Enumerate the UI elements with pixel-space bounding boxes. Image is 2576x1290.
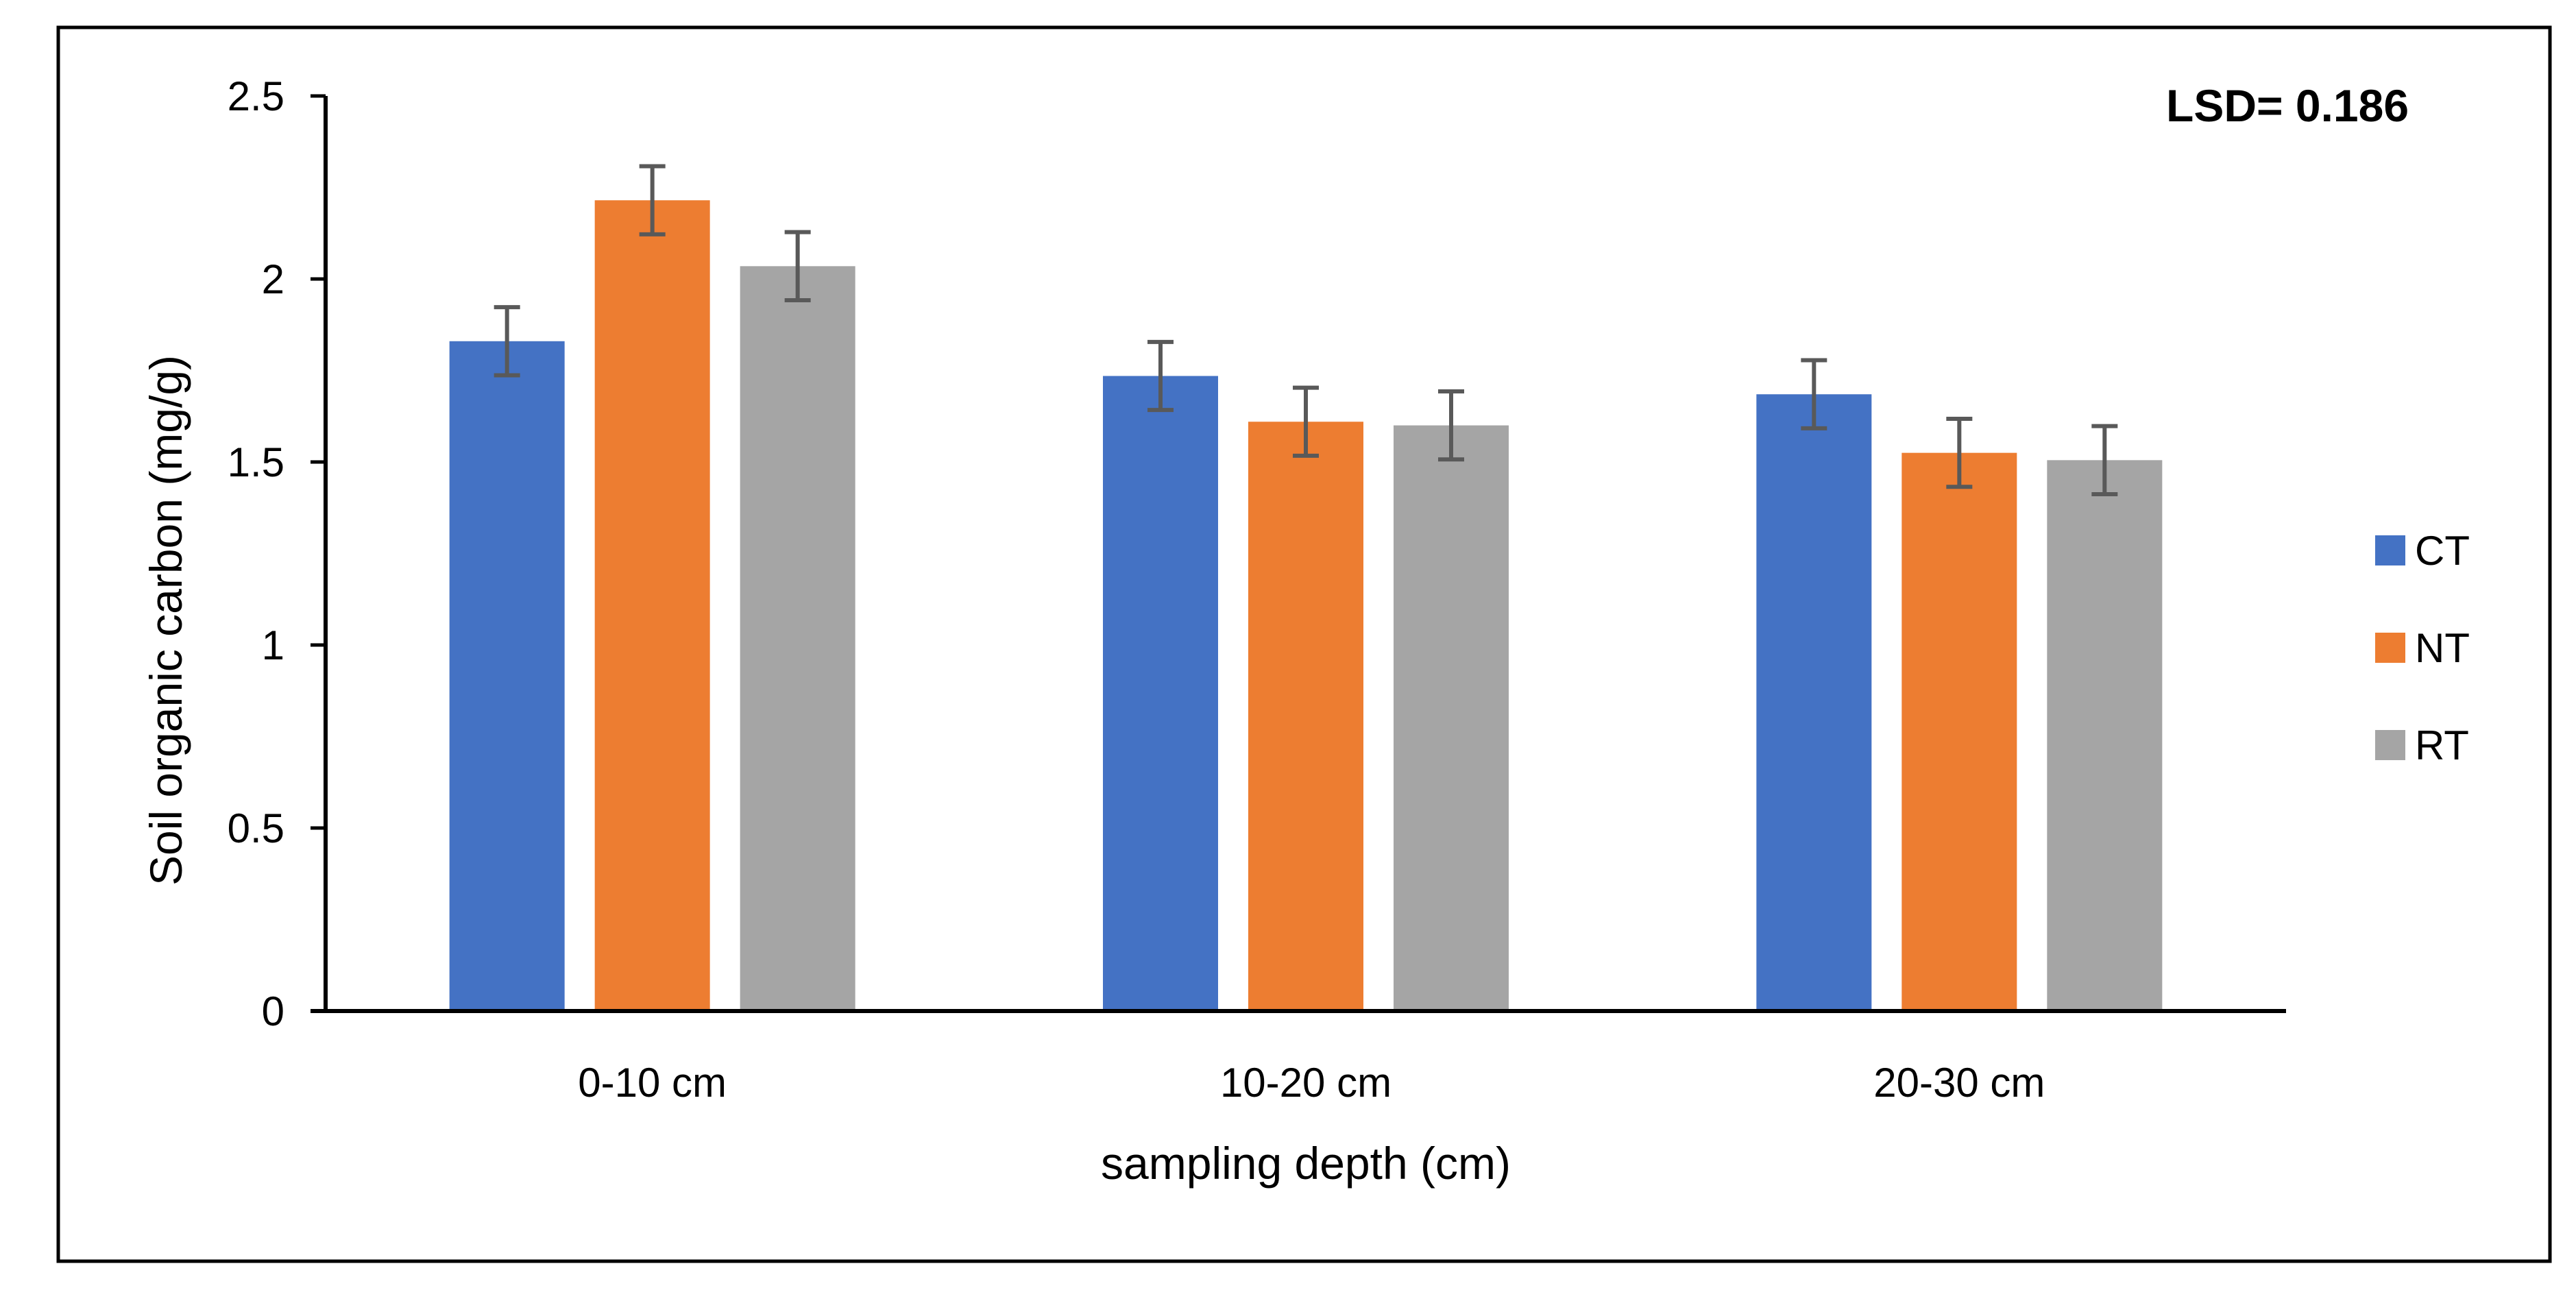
legend-swatch: [2375, 633, 2405, 663]
y-tick-label: 1: [262, 622, 284, 668]
bars-layer: [449, 200, 2163, 1012]
labels-layer: Soil organic carbon (mg/g) sampling dept…: [141, 80, 2409, 1189]
bar-nt-1: [1248, 422, 1363, 1011]
bar-rt-0: [740, 266, 855, 1011]
x-tick-label: 0-10 cm: [578, 1060, 727, 1106]
error-bar-rt-0: [784, 230, 811, 302]
error-bars-layer: [494, 164, 2118, 496]
legend-swatch: [2375, 535, 2405, 565]
bar-nt-2: [1901, 452, 2017, 1011]
axes-layer: 0 0.5 1 1.5 2 2.5 0-10 cm 10-20 cm 20-30 cm: [228, 73, 2286, 1106]
y-tick-label: 0: [262, 988, 284, 1034]
legend-item-nt: NT: [2375, 625, 2470, 671]
bar-ct-0: [449, 341, 565, 1011]
legend: CT NT RT: [2375, 528, 2470, 768]
error-bar-rt-2: [2091, 424, 2118, 496]
y-tick-label: 0.5: [228, 805, 284, 851]
lsd-annotation: LSD= 0.186: [2166, 80, 2409, 131]
bar-ct-2: [1756, 394, 1872, 1011]
error-bar-ct-0: [494, 305, 520, 378]
x-tick-label: 20-30 cm: [1873, 1060, 2045, 1106]
legend-item-rt: RT: [2375, 722, 2469, 768]
error-bar-nt-2: [1946, 416, 1973, 489]
error-bar-nt-0: [639, 164, 666, 236]
bar-rt-1: [1394, 425, 1509, 1011]
y-axis-title: Soil organic carbon (mg/g): [141, 355, 191, 886]
x-axis-title: sampling depth (cm): [1101, 1138, 1511, 1189]
bar-nt-0: [594, 200, 710, 1012]
error-bar-ct-2: [1801, 358, 1827, 430]
y-tick-label: 2.5: [228, 73, 284, 119]
x-tick-label: 10-20 cm: [1220, 1060, 1392, 1106]
legend-swatch: [2375, 730, 2405, 760]
bar-rt-2: [2047, 460, 2163, 1011]
legend-label: CT: [2415, 528, 2470, 574]
legend-label: NT: [2415, 625, 2470, 671]
bar-ct-1: [1103, 376, 1218, 1011]
error-bar-rt-1: [1438, 389, 1464, 462]
legend-item-ct: CT: [2375, 528, 2470, 574]
legend-label: RT: [2415, 722, 2469, 768]
y-tick-label: 2: [262, 256, 284, 302]
error-bar-nt-1: [1293, 385, 1319, 458]
y-tick-label: 1.5: [228, 439, 284, 485]
error-bar-ct-1: [1147, 339, 1174, 413]
